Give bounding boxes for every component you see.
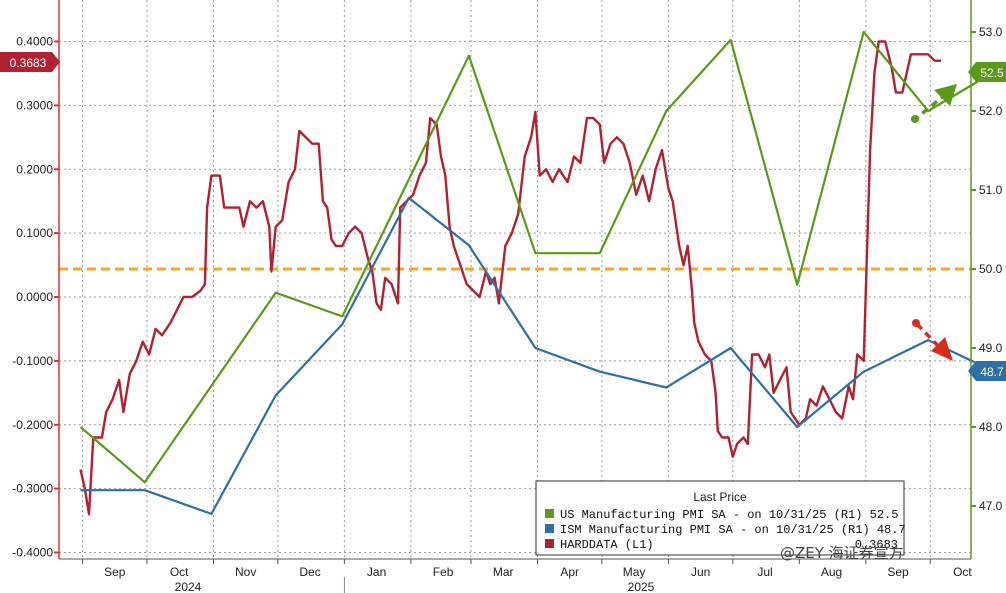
x-axis: Sep Oct Nov Dec Jan Feb Mar Apr May Jun Jul Aug Sep O… [82, 559, 972, 593]
x-tick-label: Dec [299, 565, 320, 579]
left-tick-label: -0.2000 [12, 418, 53, 432]
legend-swatch-harddata [545, 539, 554, 548]
left-tick-label: 0.1000 [16, 226, 53, 240]
badge-right-blue: 48.7 [968, 361, 1006, 381]
badge-right-green: 52.5 [968, 62, 1006, 82]
badge-left: 0.3683 [0, 52, 60, 72]
left-tick-label: 0.3000 [16, 98, 53, 112]
legend-label-us-pmi: US Manufacturing PMI SA - on 10/31/25 (R… [560, 508, 898, 522]
left-tick-label: -0.3000 [12, 482, 53, 496]
legend-entry-ism-pmi: ISM Manufacturing PMI SA - on 10/31/25 (… [545, 523, 906, 537]
x-tick-label: Sep [104, 565, 126, 579]
red-arrow-dot [912, 319, 920, 327]
left-tick-label: 0.4000 [16, 35, 53, 49]
series-layer [79, 30, 996, 516]
series-line-ism-manufacturing-pmi-sa [80, 196, 996, 515]
x-tick-label: Oct [953, 565, 972, 579]
x-tick-label: Jan [367, 565, 386, 579]
red-arrowhead [931, 337, 953, 361]
grid-lines [59, 0, 971, 559]
badge-right-green-value: 52.5 [980, 66, 1004, 80]
x-tick-label: Mar [493, 565, 514, 579]
x-tick-label: Apr [560, 565, 579, 579]
right-tick-label: 49.0 [979, 341, 1003, 355]
x-tick-label: Jul [757, 565, 772, 579]
legend-label-harddata: HARDDATA (L1) [560, 538, 654, 552]
legend-box: Last Price US Manufacturing PMI SA - on … [535, 480, 906, 556]
x-tick-label: Nov [235, 565, 256, 579]
right-axis: 53.0 52.0 51.0 50.0 49.0 48.0 47.0 [971, 25, 1003, 513]
x-tick-label: Aug [821, 565, 842, 579]
red-trend-arrow [915, 322, 943, 351]
left-tick-label: 0.2000 [16, 162, 53, 176]
legend-label-ism-pmi: ISM Manufacturing PMI SA - on 10/31/25 (… [560, 523, 906, 537]
right-tick-label: 47.0 [979, 499, 1003, 513]
green-arrowhead [934, 84, 957, 106]
legend-swatch-ism-pmi [545, 524, 554, 533]
legend-swatch-us-pmi [545, 509, 554, 518]
right-tick-label: 53.0 [979, 25, 1003, 39]
series-line-us-manufacturing-pmi-sa [79, 30, 996, 484]
legend-value-harddata: 0.3683 [855, 538, 898, 552]
series-line-harddata [79, 40, 941, 516]
badge-right-blue-value: 48.7 [980, 365, 1004, 379]
legend-title: Last Price [693, 490, 747, 504]
right-tick-label: 50.0 [979, 262, 1003, 276]
trend-arrows [911, 84, 957, 361]
left-tick-label: -0.4000 [12, 546, 53, 560]
left-tick-label: 0.0000 [16, 290, 53, 304]
x-tick-label: Jun [691, 565, 710, 579]
watermark: @ZEY 海证券宣方 [780, 544, 904, 562]
year-label-2024: 2024 [175, 580, 202, 593]
x-tick-label: Oct [170, 565, 189, 579]
green-arrow-dot [911, 115, 919, 123]
plot-frame [58, 0, 972, 560]
right-tick-label: 52.0 [979, 104, 1003, 118]
year-label-2025: 2025 [628, 580, 655, 593]
badge-left-value: 0.3683 [10, 56, 47, 70]
x-tick-label: Feb [433, 565, 454, 579]
left-tick-label: -0.1000 [12, 354, 53, 368]
right-tick-label: 48.0 [979, 420, 1003, 434]
x-tick-label: Sep [887, 565, 909, 579]
legend-entry-us-pmi: US Manufacturing PMI SA - on 10/31/25 (R… [545, 508, 898, 522]
right-tick-label: 51.0 [979, 183, 1003, 197]
legend-entry-harddata: HARDDATA (L1) 0.3683 [545, 538, 898, 552]
x-tick-label: May [623, 565, 646, 579]
left-axis: 0.4000 0.3000 0.2000 0.1000 0.0000 -0.1000 -0.… [12, 35, 59, 560]
